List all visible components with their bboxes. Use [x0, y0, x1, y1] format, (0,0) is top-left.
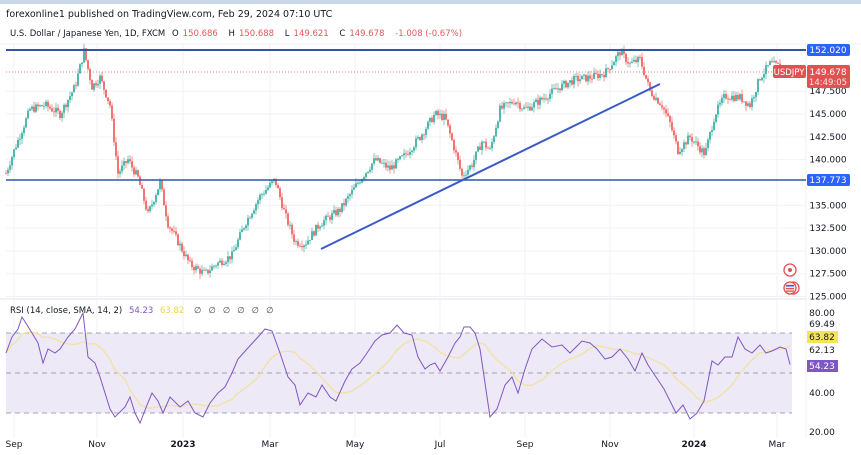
- rsi-value-tag: [807, 360, 838, 372]
- rsi-legend-value: 54.23: [128, 306, 154, 316]
- rsi-sma-tag-label: 63.82: [809, 333, 835, 343]
- time-label: Sep: [516, 440, 534, 450]
- time-label: May: [345, 440, 365, 450]
- change-value: -1.008 (-0.67%): [395, 29, 463, 39]
- symbol-name[interactable]: U.S. Dollar / Japanese Yen, 1D, FXCM: [10, 29, 166, 39]
- time-label: Mar: [261, 440, 279, 450]
- close-value: C 149.678: [339, 29, 385, 39]
- rsi-tick: 62.13: [809, 346, 835, 356]
- rsi-value-tag-label: 54.23: [809, 362, 835, 372]
- price-tick: 125.000: [809, 293, 846, 303]
- rsi-line: [5, 311, 791, 425]
- rsi-sma-line: [5, 331, 791, 409]
- open-value: O 150.686: [171, 29, 218, 39]
- rsi-legend-title: RSI (14, close, SMA, 14, 2): [10, 306, 123, 316]
- rsi-tick: 80.00: [809, 309, 835, 319]
- rsi-sma-tag: [807, 331, 838, 343]
- price-tick: 135.000: [809, 201, 846, 211]
- time-label: Jul: [434, 440, 446, 450]
- candlestick-series: [5, 43, 791, 279]
- time-axis[interactable]: Sep Nov 2023 Mar May Jul Sep Nov 2024 Mar: [0, 440, 861, 455]
- top-strip: [0, 0, 861, 4]
- publisher-line: forexonline1 published on TradingView.co…: [6, 9, 333, 20]
- bar-countdown: 14:49:05: [809, 78, 847, 88]
- resistance-tag: [807, 44, 850, 56]
- event-marker-icon[interactable]: [783, 263, 797, 277]
- rsi-tick: 69.49: [809, 320, 835, 330]
- time-label: Mar: [768, 440, 786, 450]
- low-value: L 149.621: [284, 29, 329, 39]
- price-tick: 130.000: [809, 247, 846, 257]
- time-label: Sep: [5, 440, 23, 450]
- time-label: 2023: [170, 440, 196, 450]
- time-label: Nov: [88, 440, 106, 450]
- symbol-tag: [773, 65, 806, 78]
- rsi-legend[interactable]: RSI (14, close, SMA, 14, 2) 54.23 63.82 …: [10, 306, 273, 316]
- price-tick: 132.500: [809, 224, 846, 234]
- price-axis[interactable]: 147.500 145.000 142.500 140.000 135.000 132.5…: [809, 87, 846, 302]
- trendline[interactable]: [320, 83, 661, 250]
- us-flag-event-icon[interactable]: [783, 281, 800, 295]
- support-tag-label: 137.773: [809, 176, 846, 186]
- current-price-label: 149.678: [809, 68, 846, 78]
- price-tick: 127.500: [809, 270, 846, 280]
- high-value: H 150.688: [228, 29, 275, 39]
- rsi-tick: 40.00: [809, 389, 835, 399]
- horizontal-gridlines: [6, 90, 806, 298]
- time-label: Nov: [601, 440, 619, 450]
- support-tag: [807, 174, 850, 186]
- rsi-na-values: ∅ ∅ ∅ ∅ ∅ ∅: [194, 306, 274, 316]
- symbol-tag-label: USDJPY: [774, 68, 806, 78]
- price-tick: 140.000: [809, 156, 846, 166]
- rsi-tick: 20.00: [809, 428, 835, 438]
- time-label: 2024: [681, 440, 707, 450]
- resistance-tag-label: 152.020: [809, 46, 846, 56]
- price-tick: 142.500: [809, 133, 846, 143]
- symbol-legend: U.S. Dollar / Japanese Yen, 1D, FXCM O 15…: [10, 29, 466, 39]
- rsi-legend-sma-value: 63.82: [160, 306, 185, 316]
- price-tick: 145.000: [809, 110, 846, 120]
- price-tick: 147.500: [809, 87, 846, 97]
- current-price-tag: [807, 65, 850, 88]
